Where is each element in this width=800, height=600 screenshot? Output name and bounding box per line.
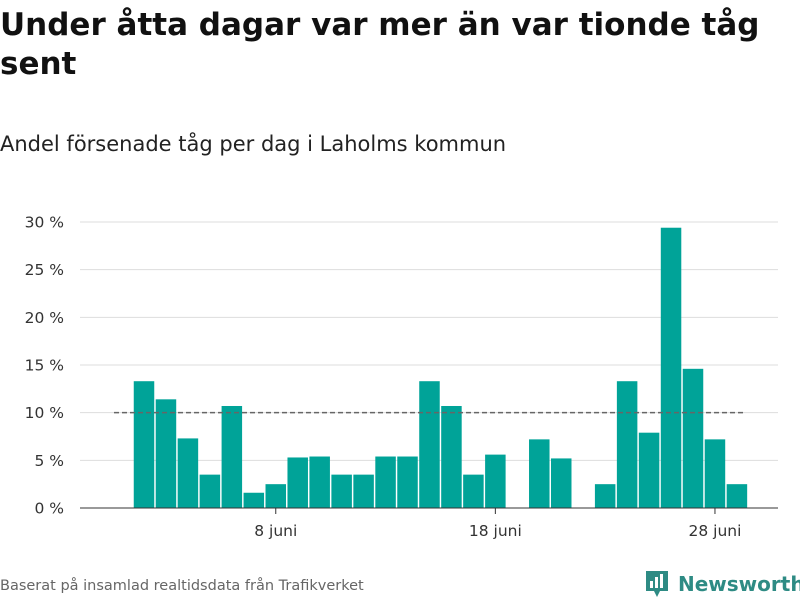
x-axis-ticks: 8 juni 18 juni 28 juni (254, 508, 741, 540)
bar: 2 juni: 13.3 % (133, 381, 155, 508)
y-tick-label: 20 % (25, 309, 64, 327)
bar: 8 juni: 2.5 % (265, 484, 287, 508)
bar: 28 juni: 7.2 % (704, 439, 726, 508)
y-tick-label: 30 % (25, 214, 64, 232)
bar: 9 juni: 5.3 % (287, 457, 308, 508)
bar: 5 juni: 3.5 % (199, 474, 221, 508)
bar: 6 juni: 10.7 % (221, 405, 243, 508)
bar: 23 juni: 2.5 % (594, 484, 616, 508)
y-axis-ticks: 0 % 5 % 10 % 15 % 20 % 25 % 30 % (25, 214, 64, 518)
bar: 29 juni: 2.5 % (726, 484, 748, 508)
bar: 4 juni: 7.3 % (177, 438, 199, 508)
y-tick-label: 10 % (25, 404, 64, 422)
y-tick-label: 25 % (25, 261, 64, 279)
bar: 3 juni: 11.4 % (155, 399, 177, 508)
newsworthy-logo-icon (646, 571, 668, 597)
y-tick-label: 5 % (34, 452, 64, 470)
brand-logo: Newsworthy (644, 568, 800, 600)
y-tick-label: 0 % (34, 500, 64, 518)
source-note: Baserat på insamlad realtidsdata från Tr… (0, 578, 364, 594)
bar: 16 juni: 10.7 % (441, 405, 462, 508)
bar: 12 juni: 3.5 % (353, 474, 374, 508)
bar: 11 juni: 3.5 % (331, 474, 352, 508)
bar: 24 juni: 13.3 % (616, 381, 638, 508)
bar: 15 juni: 13.3 % (419, 381, 440, 508)
x-tick-label: 18 juni (469, 522, 522, 540)
bar: 18 juni: 5.6 % (485, 454, 506, 508)
bar: 13 juni: 5.4 % (375, 456, 396, 508)
bars: 2 juni: 13.3 %3 juni: 11.4 %4 juni: 7.3 … (133, 227, 748, 508)
brand-name: Newsworthy (678, 572, 800, 596)
bar: 25 juni: 7.9 % (638, 432, 660, 508)
chart-subtitle: Andel försenade tåg per dag i Laholms ko… (0, 132, 507, 156)
y-tick-label: 15 % (25, 357, 64, 375)
bar: 17 juni: 3.5 % (463, 474, 484, 508)
bar-chart: 0 % 5 % 10 % 15 % 20 % 25 % 30 % 2 juni: 13.3 … (25, 214, 778, 540)
bar: 10 juni: 5.4 % (309, 456, 330, 508)
bar: 20 juni: 7.2 % (529, 439, 550, 508)
bar: 27 juni: 14.6 % (682, 368, 704, 508)
bar: 21 juni: 5.2 % (550, 458, 572, 508)
x-tick-label: 8 juni (254, 522, 297, 540)
bar: 7 juni: 1.6 % (243, 492, 265, 508)
chart-title: Under åtta dagar var mer än var tionde t… (0, 7, 760, 82)
bar: 14 juni: 5.4 % (397, 456, 418, 508)
bar: 26 juni: 29.4 % (660, 227, 682, 508)
x-tick-label: 28 juni (688, 522, 741, 540)
